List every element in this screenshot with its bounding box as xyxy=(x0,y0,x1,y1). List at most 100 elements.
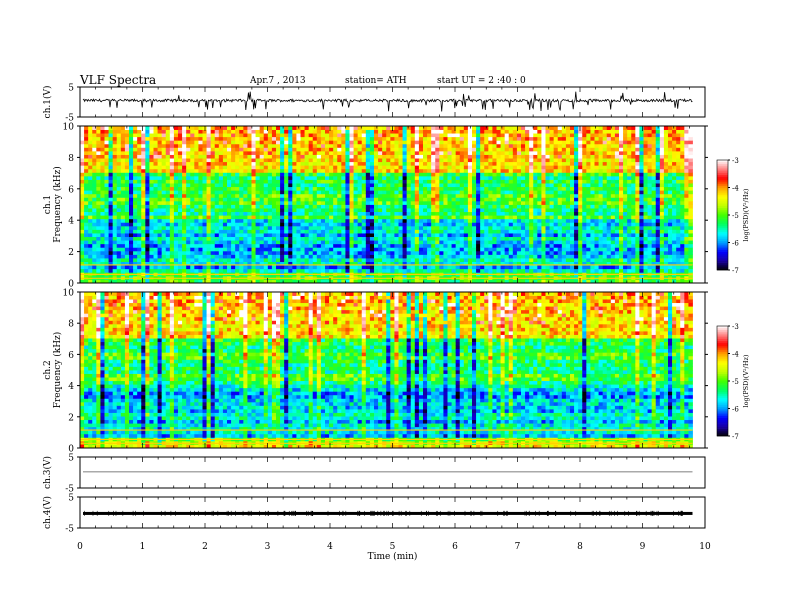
spectrogram-cell xyxy=(178,236,183,241)
spectrogram-cell xyxy=(378,225,383,230)
spectrogram-cell xyxy=(463,143,469,148)
spectrogram-cell xyxy=(459,175,465,180)
spectrogram-cell xyxy=(88,161,93,166)
spectrogram-cell xyxy=(247,161,252,166)
spectrogram-cell xyxy=(329,225,334,230)
spectrogram-cell xyxy=(451,204,457,209)
spectrogram-cell xyxy=(341,193,346,198)
spectrogram-cell xyxy=(349,233,354,238)
spectrogram-cell xyxy=(390,183,395,188)
spectrogram-cell xyxy=(341,126,346,130)
spectrogram-cell xyxy=(206,261,212,266)
spectrogram-cell xyxy=(255,265,261,270)
spectrogram-cell xyxy=(516,126,522,130)
spectrogram-cell xyxy=(173,279,179,284)
spectrogram-cell xyxy=(345,204,350,209)
spectrogram-cell xyxy=(288,233,293,238)
spectrogram-cell xyxy=(255,208,261,213)
spectrogram-cell xyxy=(149,211,154,216)
spectrogram-cell xyxy=(133,211,138,216)
spectrogram-cell xyxy=(349,136,354,141)
spectrogram-cell xyxy=(361,168,367,173)
spectrogram-cell xyxy=(178,208,183,213)
spectrogram-cell xyxy=(129,225,134,230)
spectrogram-cell xyxy=(398,215,403,220)
spectrogram-cell xyxy=(88,204,93,209)
spectrogram-cell xyxy=(235,183,240,188)
spectrogram-cell xyxy=(472,129,477,134)
spectrogram-cell xyxy=(386,179,391,184)
spectrogram-cell xyxy=(410,172,416,177)
spectrogram-cell xyxy=(124,204,130,209)
spectrogram-cell xyxy=(467,172,473,177)
spectrogram-cell xyxy=(153,218,158,223)
spectrogram-cell xyxy=(357,233,363,238)
spectrogram-cell xyxy=(165,240,171,245)
spectrogram-cell xyxy=(467,165,473,170)
spectrogram-cell xyxy=(492,265,497,270)
spectrogram-cell xyxy=(280,222,285,227)
spectrogram-cell xyxy=(480,233,485,238)
spectrogram-cell xyxy=(447,240,452,245)
spectrogram-cell xyxy=(353,129,359,134)
spectrogram-cell xyxy=(423,233,428,238)
spectrogram-cell xyxy=(243,204,248,209)
spectrogram-cell xyxy=(88,250,93,255)
spectrogram-cell xyxy=(529,150,534,155)
spectrogram-cell xyxy=(537,279,542,284)
spectrogram-cell xyxy=(353,261,359,266)
spectrogram-cell xyxy=(329,193,334,198)
spectrogram-cell xyxy=(484,218,489,223)
spectrogram-cell xyxy=(496,179,501,184)
spectrogram-cell xyxy=(374,197,379,202)
spectrogram-cell xyxy=(157,243,163,248)
spectrogram-cell xyxy=(357,175,363,180)
spectrogram-cell xyxy=(533,147,538,152)
spectrogram-cell xyxy=(92,186,97,191)
spectrogram-cell xyxy=(280,197,285,202)
spectrogram-cell xyxy=(308,165,314,170)
spectrogram-cell xyxy=(423,165,428,170)
spectrogram-cell xyxy=(394,254,399,259)
spectrogram-cell xyxy=(394,240,399,245)
spectrogram-cell xyxy=(459,233,465,238)
spectrogram-cell xyxy=(239,183,244,188)
spectrogram-cell xyxy=(480,133,485,138)
spectrogram-cell xyxy=(512,218,518,223)
spectrogram-cell xyxy=(500,215,506,220)
spectrogram-cell xyxy=(251,183,256,188)
spectrogram-cell xyxy=(463,222,469,227)
spectrogram-cell xyxy=(504,268,510,273)
spectrogram-cell xyxy=(521,240,526,245)
spectrogram-cell xyxy=(165,225,171,230)
spectrogram-cell xyxy=(161,129,167,134)
spectrogram-cell xyxy=(182,143,187,148)
spectrogram-cell xyxy=(186,154,191,159)
spectrogram-cell xyxy=(463,265,469,270)
spectrogram-cell xyxy=(104,143,109,148)
spectrogram-cell xyxy=(496,240,501,245)
spectrogram-cell xyxy=(194,143,199,148)
spectrogram-cell xyxy=(435,172,440,177)
spectrogram-cell xyxy=(463,179,469,184)
spectrogram-cell xyxy=(88,200,93,205)
spectrogram-cell xyxy=(210,140,216,145)
spectrogram-cell xyxy=(451,229,457,234)
spectrogram-cell xyxy=(263,143,269,148)
spectrogram-cell xyxy=(467,183,473,188)
spectrogram-cell xyxy=(508,268,514,273)
spectrogram-cell xyxy=(476,211,481,216)
spectrogram-cell xyxy=(365,243,371,248)
spectrogram-cell xyxy=(504,150,510,155)
spectrogram-cell xyxy=(116,136,122,141)
spectrogram-cell xyxy=(169,279,175,284)
spectrogram-cell xyxy=(406,225,412,230)
spectrogram-cell xyxy=(194,158,199,163)
spectrogram-cell xyxy=(137,179,142,184)
spectrogram-cell xyxy=(157,168,163,173)
spectrogram-cell xyxy=(488,186,493,191)
spectrogram-cell xyxy=(112,215,118,220)
spectrogram-cell xyxy=(521,254,526,259)
spectrogram-cell xyxy=(145,204,150,209)
spectrogram-cell xyxy=(541,247,546,252)
